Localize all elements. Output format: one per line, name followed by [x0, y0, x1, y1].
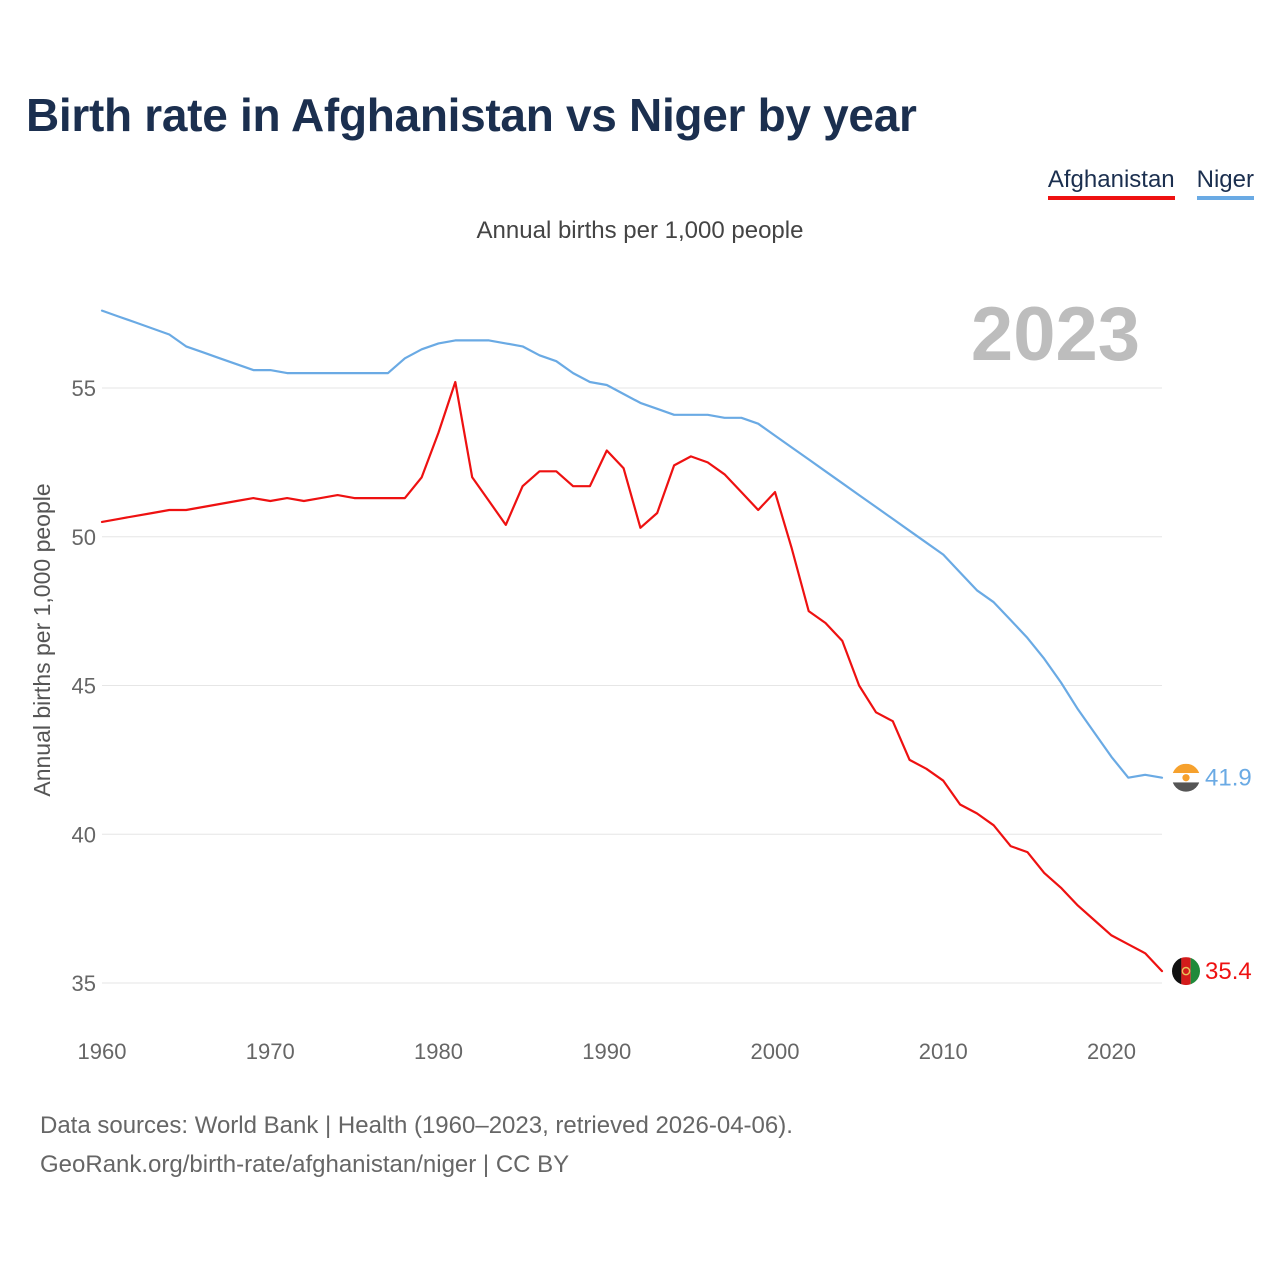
chart-title: Birth rate in Afghanistan vs Niger by ye…: [26, 89, 917, 141]
y-tick-label-50: 50: [72, 525, 96, 550]
legend-item-afghanistan[interactable]: Afghanistan: [1047, 166, 1175, 200]
legend: Afghanistan Niger: [1047, 166, 1254, 200]
x-tick-label-2020: 2020: [1087, 1039, 1136, 1064]
data-source: Data sources: World Bank | Health (1960–…: [40, 1106, 793, 1184]
series-line-afghanistan: [100, 380, 1164, 973]
series-line-niger: [100, 309, 1164, 779]
niger-flag-icon: [1172, 763, 1200, 792]
y-tick-label-55: 55: [72, 376, 96, 401]
afghanistan-flag-icon: [1172, 957, 1200, 986]
x-tick-label-1980: 1980: [414, 1039, 463, 1064]
x-tick-label-2010: 2010: [919, 1039, 968, 1064]
niger-end-value: 41.9: [1205, 765, 1252, 792]
y-tick-label-35: 35: [72, 971, 96, 996]
line-chart: 2023 35.4 41.9 35 40 45 50 55 1960 1970 1980 1990…: [29, 292, 1252, 1064]
x-tick-label-1960: 1960: [78, 1039, 127, 1064]
x-tick-label-2000: 2000: [751, 1039, 800, 1064]
source-line-2[interactable]: GeoRank.org/birth-rate/afghanistan/niger…: [40, 1151, 570, 1178]
source-line-1: Data sources: World Bank | Health (1960–…: [40, 1112, 793, 1139]
y-axis-label: Annual births per 1,000 people: [29, 483, 55, 796]
year-watermark: 2023: [971, 292, 1140, 377]
y-tick-label-45: 45: [72, 674, 96, 699]
x-tick-label-1990: 1990: [582, 1039, 631, 1064]
y-tick-label-40: 40: [72, 822, 96, 847]
x-tick-label-1970: 1970: [246, 1039, 295, 1064]
chart-subtitle: Annual births per 1,000 people: [476, 217, 804, 244]
afghanistan-end-value: 35.4: [1205, 958, 1252, 985]
legend-item-niger[interactable]: Niger: [1196, 166, 1254, 200]
